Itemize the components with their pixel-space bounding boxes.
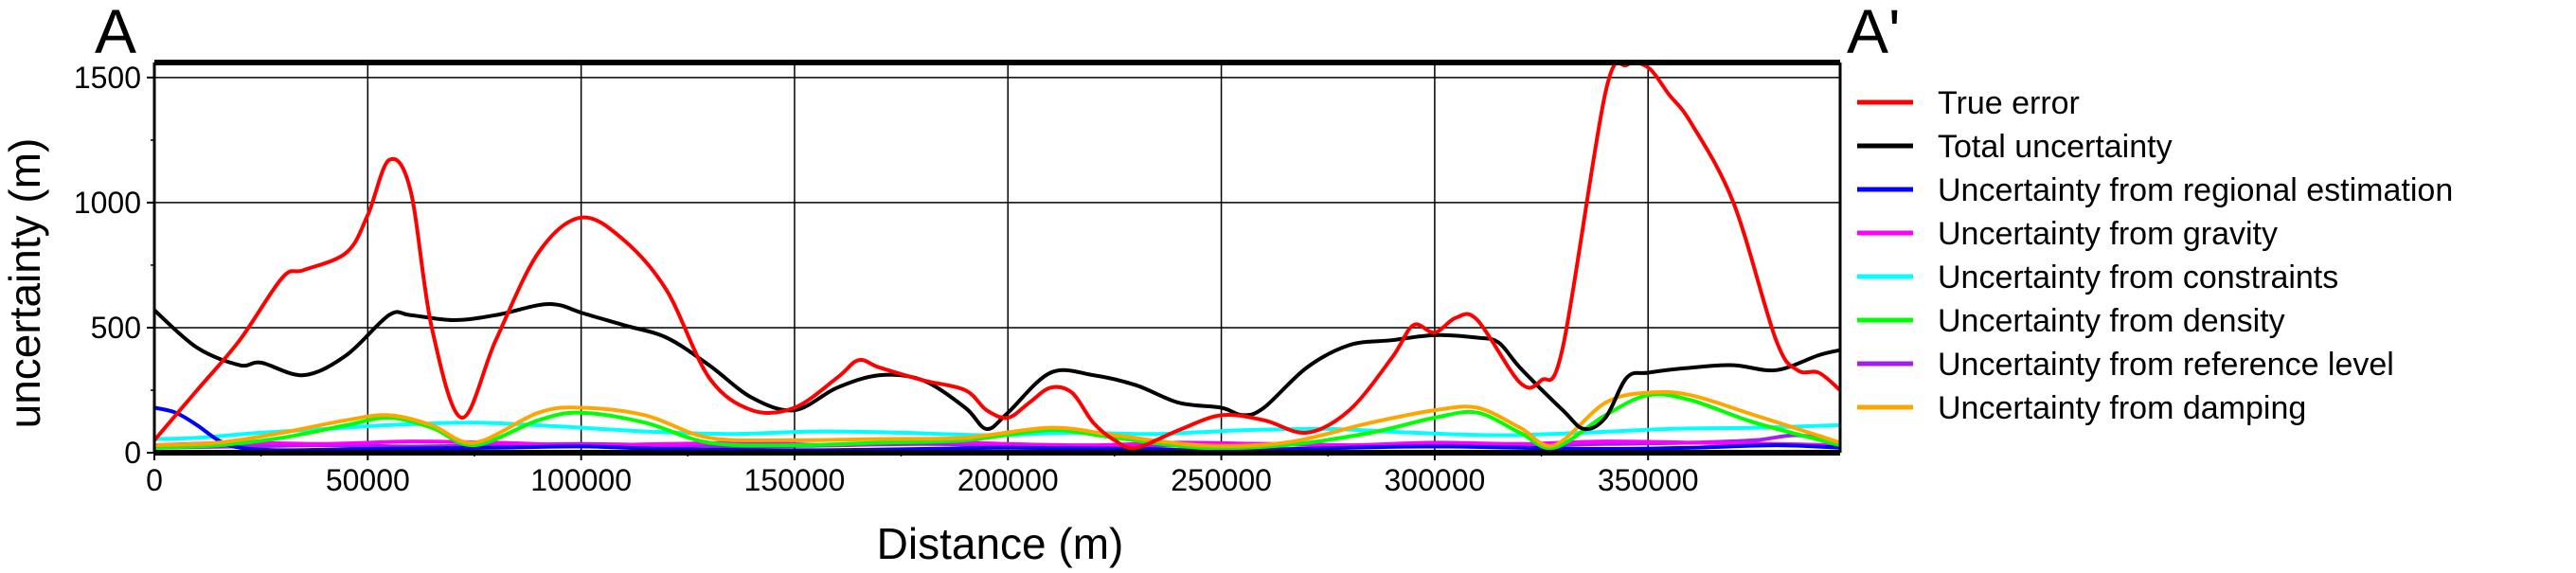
x-tick-label: 350000 xyxy=(1598,463,1699,497)
x-tick-label: 0 xyxy=(146,463,163,497)
legend-label: Uncertainty from regional estimation xyxy=(1938,172,2453,208)
legend-label: Total uncertainty xyxy=(1938,129,2173,165)
x-tick-label: 200000 xyxy=(957,463,1059,497)
series-line-uncertainty-from-gravity xyxy=(154,439,1840,448)
y-tick-label: 1000 xyxy=(74,186,141,220)
axis-ticks: 0 50000 100000 150000 200000 250000 300000 3500… xyxy=(74,61,1699,497)
x-tick-label: 250000 xyxy=(1171,463,1272,497)
x-axis-title: Distance (m) xyxy=(877,519,1124,568)
x-tick-label: 50000 xyxy=(326,463,410,497)
legend-label: Uncertainty from gravity xyxy=(1938,216,2278,252)
grid-lines xyxy=(154,63,1840,453)
profile-start-label: A xyxy=(95,0,136,66)
legend-label: Uncertainty from reference level xyxy=(1938,347,2394,383)
series-line-true-error xyxy=(154,61,1840,451)
legend-label: Uncertainty from constraints xyxy=(1938,260,2338,295)
y-axis-title: uncertainty (m) xyxy=(0,138,49,429)
series-line-uncertainty-from-damping xyxy=(154,389,1840,448)
profile-end-label: A' xyxy=(1847,0,1901,66)
series-lines xyxy=(154,61,1840,453)
y-tick-label: 1500 xyxy=(74,61,141,95)
plot-frame xyxy=(152,60,1842,456)
legend-label: True error xyxy=(1938,85,2080,121)
legend: True error Total uncertainty Uncertainty f… xyxy=(1857,85,2453,426)
legend-label: Uncertainty from density xyxy=(1938,303,2285,339)
series-line-uncertainty-from-density xyxy=(154,392,1840,451)
x-tick-label: 300000 xyxy=(1385,463,1486,497)
legend-label: Uncertainty from damping xyxy=(1938,390,2306,426)
y-tick-label: 500 xyxy=(91,311,141,345)
y-tick-label: 0 xyxy=(124,436,141,470)
series-line-total-uncertainty xyxy=(154,302,1840,432)
x-tick-label: 150000 xyxy=(744,463,846,497)
x-tick-label: 100000 xyxy=(530,463,632,497)
series-line-uncertainty-from-constraints xyxy=(154,421,1840,441)
